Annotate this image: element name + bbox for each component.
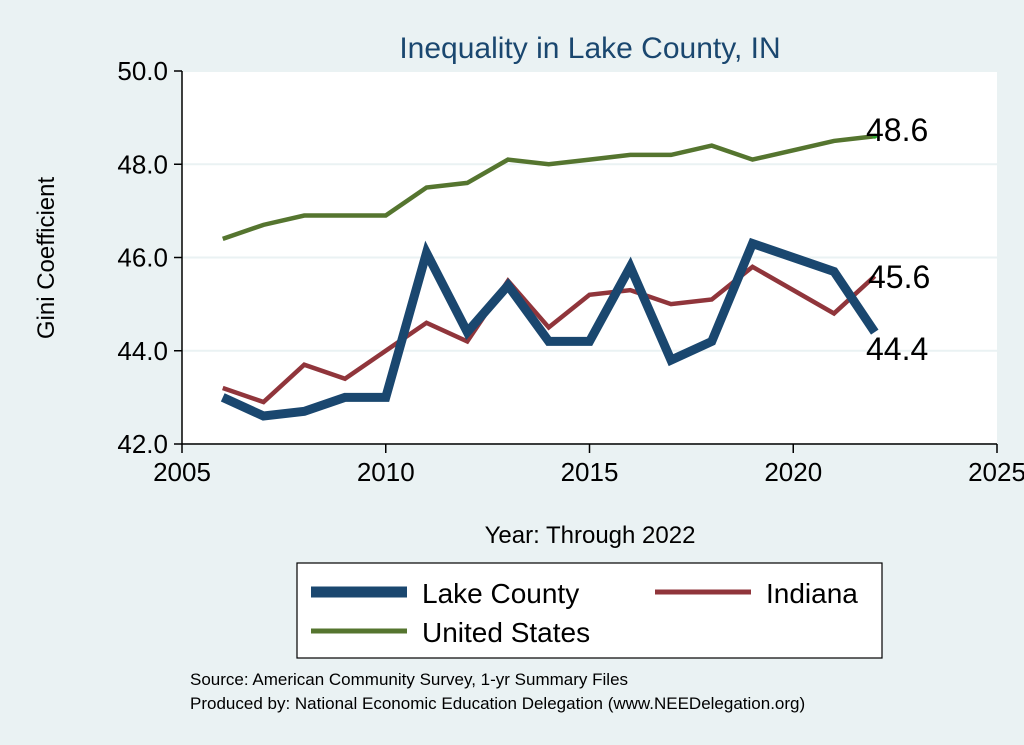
y-axis-title: Gini Coefficient [33, 177, 60, 340]
x-tick-label: 2005 [153, 457, 211, 487]
series-line-lake-county [220, 237, 879, 421]
series-end-marker-united-states [872, 133, 878, 139]
end-label-lake-county: 44.4 [866, 331, 928, 367]
y-tick-label: 46.0 [117, 243, 168, 273]
x-axis-title: Year: Through 2022 [485, 522, 696, 549]
legend-label-lake-county: Lake County [422, 578, 579, 609]
chart-title: Inequality in Lake County, IN [399, 32, 780, 65]
source-note: Source: American Community Survey, 1-yr … [190, 670, 628, 689]
series-line-united-states [222, 134, 876, 241]
x-tick-label: 2015 [561, 457, 619, 487]
x-tick-label: 2020 [764, 457, 822, 487]
y-tick-label: 50.0 [117, 56, 168, 86]
legend: Lake County Indiana United States [296, 562, 883, 659]
legend-box [296, 562, 883, 659]
legend-label-indiana: Indiana [766, 578, 858, 609]
end-label-united-states: 48.6 [866, 112, 928, 148]
axes: 42.0 44.0 46.0 48.0 50.0 2005 2010 2015 2020 2025 [117, 56, 1024, 487]
end-label-indiana: 45.6 [868, 259, 930, 295]
series-line-indiana [222, 264, 877, 405]
producer-note: Produced by: National Economic Education… [190, 694, 805, 713]
y-tick-label: 42.0 [117, 429, 168, 459]
y-tick-label: 48.0 [117, 149, 168, 179]
y-tick-label: 44.0 [117, 336, 168, 366]
legend-label-united-states: United States [422, 617, 590, 648]
x-tick-label: 2010 [357, 457, 415, 487]
x-tick-label: 2025 [968, 457, 1024, 487]
